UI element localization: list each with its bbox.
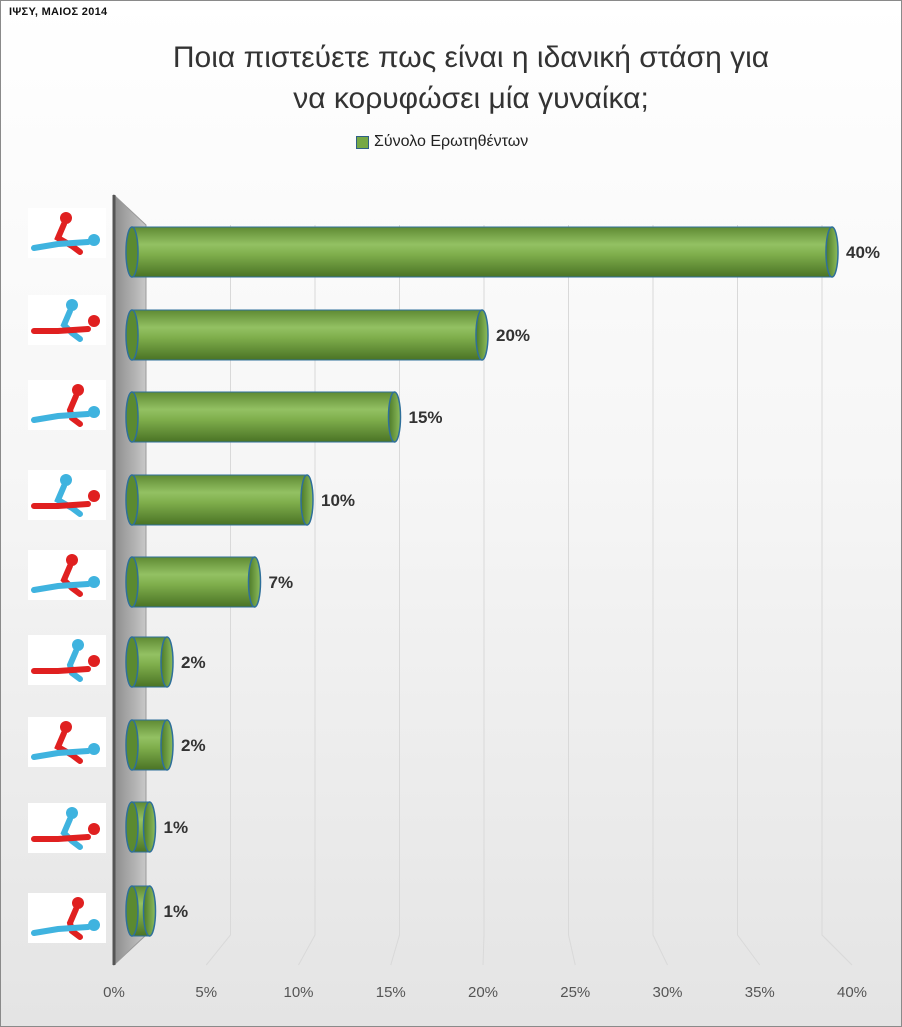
bar-start-cap — [125, 556, 139, 608]
legend-swatch — [356, 135, 369, 149]
bar-start-cap — [125, 309, 139, 361]
x-tick-label: 15% — [376, 984, 406, 1001]
bar-end-cap — [160, 719, 174, 771]
data-label: 15% — [409, 408, 443, 427]
bar-end-cap — [142, 801, 157, 853]
gridline — [482, 225, 485, 966]
bar-start-cap — [125, 801, 139, 853]
x-tick-label: 5% — [195, 984, 217, 1001]
data-label: 20% — [496, 326, 530, 345]
bar-end-cap — [387, 391, 402, 443]
gridline — [298, 225, 316, 966]
legend-label: Σύνολο Ερωτηθέντων — [374, 133, 529, 150]
gridline — [821, 225, 853, 966]
bar-start-cap — [125, 636, 139, 688]
x-tick-label: 0% — [103, 984, 125, 1001]
sex-position-icon — [28, 803, 106, 853]
x-tick-label: 30% — [652, 984, 682, 1001]
sex-position-icon — [28, 550, 106, 600]
sex-position-icon — [28, 208, 106, 258]
bar-start-cap — [125, 474, 139, 526]
gridline — [205, 225, 231, 966]
x-tick-label: 20% — [468, 984, 498, 1001]
sex-position-icon — [28, 717, 106, 767]
gridline — [652, 225, 668, 966]
source-note: ΙΨΣΥ, ΜΑΙΟΣ 2014 — [9, 6, 108, 18]
sex-position-icon — [28, 470, 106, 520]
bar — [131, 391, 395, 443]
sex-position-icon — [28, 893, 106, 943]
gridline — [737, 225, 761, 966]
data-label: 1% — [164, 902, 189, 921]
x-tick-label: 10% — [283, 984, 313, 1001]
data-label: 2% — [181, 736, 206, 755]
data-label: 2% — [181, 653, 206, 672]
gridline — [568, 225, 576, 966]
x-tick-label: 25% — [560, 984, 590, 1001]
bar — [131, 309, 483, 361]
data-label: 10% — [321, 491, 355, 510]
data-label: 1% — [164, 818, 189, 837]
bar-end-cap — [247, 556, 262, 608]
bar — [131, 474, 308, 526]
bar-end-cap — [142, 885, 157, 937]
bar-end-cap — [825, 226, 839, 278]
legend: Σύνολο Ερωτηθέντων — [356, 133, 528, 151]
bar-end-cap — [475, 309, 489, 361]
sex-position-icon — [28, 295, 106, 345]
chart-title: Ποια πιστεύετε πως είναι η ιδανική στάση… — [172, 41, 770, 115]
bar — [131, 226, 833, 278]
bar-start-cap — [125, 719, 139, 771]
bar-start-cap — [125, 226, 139, 278]
bar-start-cap — [125, 391, 139, 443]
data-label: 7% — [269, 573, 294, 592]
sex-position-icon — [28, 380, 106, 430]
bar — [131, 556, 255, 608]
bar-end-cap — [300, 474, 314, 526]
x-tick-label: 40% — [837, 984, 867, 1001]
bar-start-cap — [125, 885, 139, 937]
bar-end-cap — [160, 636, 174, 688]
data-label: 40% — [846, 243, 880, 262]
gridline — [390, 225, 400, 966]
x-tick-label: 35% — [745, 984, 775, 1001]
sex-position-icon — [28, 635, 106, 685]
